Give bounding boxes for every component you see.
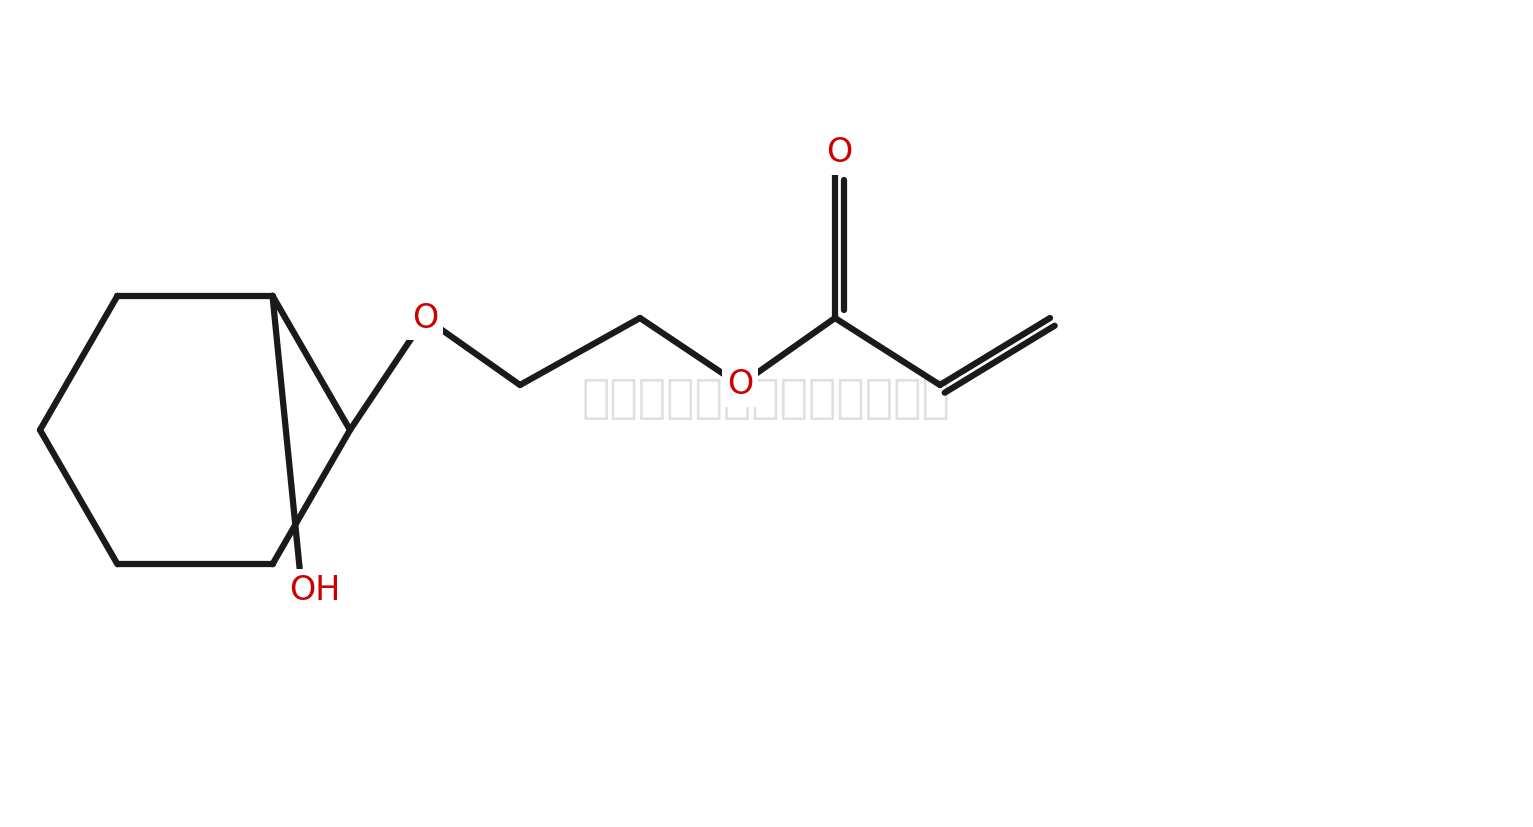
Text: O: O (412, 302, 438, 334)
Text: O: O (727, 369, 753, 401)
Text: O: O (826, 136, 852, 170)
Text: OH: OH (290, 573, 340, 606)
Text: 无锡维都斯电子材料有限公司: 无锡维都斯电子材料有限公司 (581, 377, 950, 423)
